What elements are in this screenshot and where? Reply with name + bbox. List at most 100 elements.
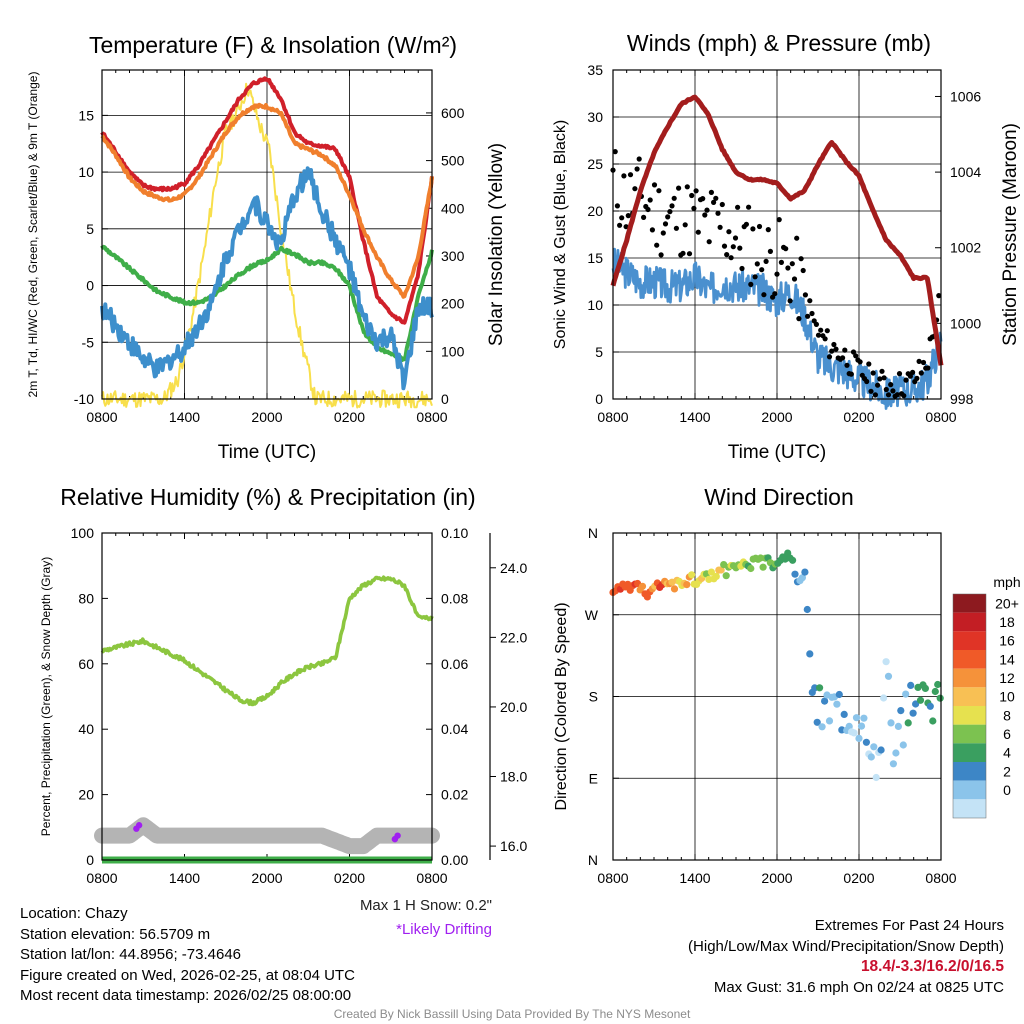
gust-point [724, 252, 730, 258]
gust-point [901, 393, 907, 399]
wind-ytick-label: 0 [595, 391, 603, 407]
pressure-ytick-label: 998 [950, 391, 974, 407]
winddir-point [670, 585, 679, 593]
gust-point [829, 348, 835, 354]
temp-ytick-label: 10 [78, 164, 94, 180]
gust-point [772, 291, 778, 297]
gust-point [691, 205, 697, 211]
wind-xlabel: Time (UTC) [728, 442, 827, 463]
winddir-point [801, 568, 809, 576]
winddir-point [798, 574, 807, 582]
gust-point [879, 368, 885, 374]
station-latlon: Station lat/lon: 44.8956; -73.4646 [20, 946, 242, 963]
rh-ytick-label: 20 [78, 787, 94, 803]
insolation-ytick-label: 400 [441, 200, 465, 216]
winddir-point [894, 722, 903, 731]
winddir-ytick-label: W [585, 607, 599, 623]
panel-2-xtick-label: 0800 [416, 870, 447, 886]
wind-ytick-label: 10 [587, 297, 603, 313]
gust-point [721, 243, 728, 249]
temp-series-solar-insolation [101, 82, 433, 409]
wind-ylabel-left: Sonic Wind & Gust (Blue, Black) [552, 120, 569, 349]
panel-2-xtick-label: 1400 [169, 870, 200, 886]
gust-point [676, 185, 682, 191]
gust-point [726, 229, 732, 235]
gust-point [719, 201, 725, 208]
insolation-ytick-label: 600 [441, 105, 465, 121]
temp-xlabel: Time (UTC) [218, 442, 317, 463]
gust-point [864, 378, 870, 385]
gust-point [617, 222, 623, 228]
colorbar-swatch [953, 650, 986, 669]
extremes-legend: (High/Low/Max Wind/Precipitation/Snow De… [688, 937, 1004, 955]
gust-point [743, 221, 750, 227]
gust-point [896, 371, 903, 377]
gust-point [798, 256, 804, 262]
gust-point [920, 359, 927, 366]
winddir-ytick-label: S [589, 689, 598, 705]
gust-point [649, 227, 656, 233]
panel-3-xtick-label: 0800 [925, 870, 956, 886]
colorbar-label: 12 [999, 670, 1015, 686]
colorbar-title: mph [993, 574, 1020, 590]
gust-point [833, 346, 839, 352]
panel-1-xtick-label: 0800 [925, 409, 956, 425]
gust-point [645, 206, 651, 213]
snow-depth-ytick-label: 16.0 [500, 838, 527, 854]
gust-point [807, 298, 813, 304]
gust-point [881, 375, 887, 381]
winddir-point [857, 722, 866, 730]
insolation-ytick-label: 300 [441, 248, 465, 264]
precip-ytick-label: 0.08 [441, 590, 468, 606]
temp-series-hi-wc [100, 166, 434, 391]
gust-point [840, 355, 846, 361]
wind-title: Winds (mph) & Pressure (mb) [627, 30, 931, 56]
winddir-point [907, 681, 915, 690]
rh-series-likely-drifting [133, 822, 401, 843]
gust-point [730, 244, 736, 250]
colorbar-swatch [953, 799, 986, 818]
gust-point [686, 251, 693, 257]
rh-ytick-label: 100 [71, 525, 95, 541]
gust-point [776, 217, 782, 223]
gust-point [695, 229, 701, 235]
figure-created: Figure created on Wed, 2026-02-25, at 08… [20, 966, 355, 984]
gust-point [704, 207, 710, 213]
winddir-point [840, 710, 848, 719]
most-recent-timestamp: Most recent data timestamp: 2026/02/25 0… [20, 987, 352, 1004]
gust-point [632, 186, 638, 192]
temp-series-2m-t [100, 76, 434, 325]
rh-title: Relative Humidity (%) & Precipitation (i… [60, 484, 475, 510]
panel-3-xtick-label: 1400 [679, 870, 710, 886]
wind-series-gust [610, 149, 942, 399]
snow-depth-ytick-label: 20.0 [500, 699, 527, 715]
precip-ytick-label: 0.10 [441, 525, 468, 541]
gust-point [667, 209, 673, 215]
gust-point [702, 212, 708, 218]
winddir-point [867, 753, 875, 761]
rh-series-snow-depth [94, 817, 440, 855]
winddir-point [818, 723, 826, 731]
temp-ytick-label: -5 [82, 334, 95, 350]
gust-point [925, 365, 931, 371]
gust-point [796, 316, 802, 322]
gust-point [907, 373, 914, 379]
gust-point [824, 328, 830, 334]
gust-point [669, 203, 675, 209]
winddir-point [872, 773, 880, 782]
winddir-point [904, 719, 912, 727]
drifting-point [135, 822, 143, 829]
gust-point [789, 261, 795, 267]
gust-point [708, 189, 715, 195]
rh-ylabel-left: Percent, Precipitation (Green), & Snow D… [39, 557, 53, 836]
max-snow-note: Max 1 H Snow: 0.2" [359, 897, 492, 914]
panel-1-frame [612, 69, 942, 400]
gust-point [787, 298, 793, 304]
colorbar-swatch [953, 668, 986, 688]
extremes-title: Extremes For Past 24 Hours [814, 917, 1004, 934]
winddir-point [877, 746, 885, 754]
gust-point [750, 226, 756, 232]
gust-point [715, 210, 721, 216]
gust-point [634, 166, 640, 172]
winddir-point [759, 563, 767, 571]
